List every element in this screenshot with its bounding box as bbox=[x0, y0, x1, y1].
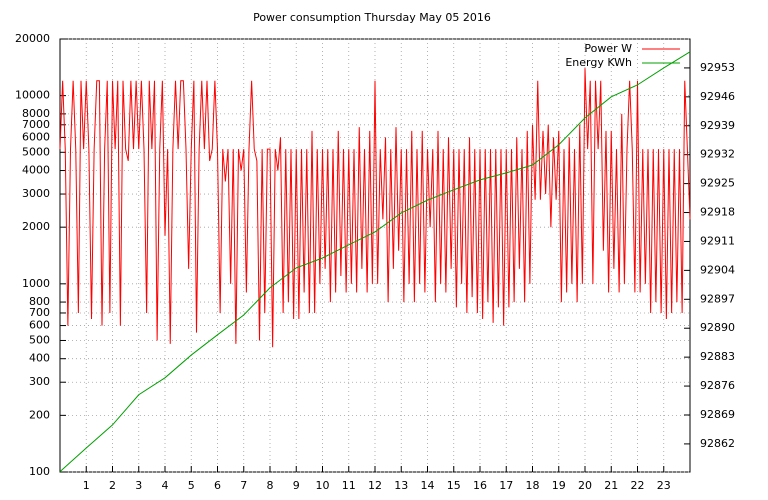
y2-tick-label: 92939 bbox=[700, 119, 735, 132]
y-tick-label: 800 bbox=[29, 295, 50, 308]
x-tick-label: 22 bbox=[631, 479, 645, 492]
y-tick-label: 500 bbox=[29, 333, 50, 346]
y-tick-label: 200 bbox=[29, 408, 50, 421]
series-line bbox=[59, 68, 691, 348]
y2-tick-label: 92911 bbox=[700, 234, 735, 247]
y-tick-label: 4000 bbox=[22, 164, 50, 177]
x-tick-label: 11 bbox=[342, 479, 356, 492]
x-tick-label: 10 bbox=[316, 479, 330, 492]
y-tick-label: 1000 bbox=[22, 277, 50, 290]
y2-tick-label: 92883 bbox=[700, 350, 735, 363]
y-tick-label: 100 bbox=[29, 465, 50, 478]
x-tick-label: 13 bbox=[394, 479, 408, 492]
y-tick-label: 700 bbox=[29, 306, 50, 319]
x-tick-label: 20 bbox=[578, 479, 592, 492]
y-tick-label: 8000 bbox=[22, 107, 50, 120]
x-tick-label: 4 bbox=[162, 479, 169, 492]
x-tick-label: 14 bbox=[421, 479, 435, 492]
y2-tick-label: 92925 bbox=[700, 177, 735, 190]
y2-tick-label: 92946 bbox=[700, 90, 735, 103]
x-tick-label: 17 bbox=[499, 479, 513, 492]
y2-tick-label: 92918 bbox=[700, 206, 735, 219]
x-tick-label: 8 bbox=[267, 479, 274, 492]
x-tick-label: 19 bbox=[552, 479, 566, 492]
y-tick-label: 3000 bbox=[22, 187, 50, 200]
y-tick-label: 7000 bbox=[22, 118, 50, 131]
y-tick-label: 10000 bbox=[15, 89, 50, 102]
x-tick-label: 16 bbox=[473, 479, 487, 492]
y2-tick-label: 92890 bbox=[700, 321, 735, 334]
x-tick-label: 2 bbox=[109, 479, 116, 492]
x-tick-label: 15 bbox=[447, 479, 461, 492]
x-tick-label: 6 bbox=[214, 479, 221, 492]
y-tick-label: 20000 bbox=[15, 32, 50, 45]
y2-tick-label: 92904 bbox=[700, 263, 735, 276]
x-tick-label: 18 bbox=[526, 479, 540, 492]
x-tick-label: 1 bbox=[83, 479, 90, 492]
x-tick-label: 12 bbox=[368, 479, 382, 492]
series-line bbox=[59, 51, 691, 472]
y-tick-label: 300 bbox=[29, 375, 50, 388]
y2-tick-label: 92862 bbox=[700, 437, 735, 450]
y2-tick-label: 92897 bbox=[700, 292, 735, 305]
y2-tick-label: 92876 bbox=[700, 379, 735, 392]
x-tick-label: 23 bbox=[657, 479, 671, 492]
y2-tick-label: 92953 bbox=[700, 61, 735, 74]
x-tick-label: 5 bbox=[188, 479, 195, 492]
legend-label: Power W bbox=[584, 42, 632, 55]
x-tick-label: 3 bbox=[135, 479, 142, 492]
y2-tick-label: 92869 bbox=[700, 408, 735, 421]
x-tick-label: 21 bbox=[604, 479, 618, 492]
chart-title: Power consumption Thursday May 05 2016 bbox=[253, 11, 491, 24]
y-tick-label: 5000 bbox=[22, 145, 50, 158]
x-tick-label: 7 bbox=[240, 479, 247, 492]
y2-tick-label: 92932 bbox=[700, 148, 735, 161]
x-tick-label: 9 bbox=[293, 479, 300, 492]
legend-label: Energy KWh bbox=[565, 56, 632, 69]
y-tick-label: 400 bbox=[29, 352, 50, 365]
y-tick-label: 2000 bbox=[22, 220, 50, 233]
y-tick-label: 600 bbox=[29, 319, 50, 332]
y-tick-label: 6000 bbox=[22, 130, 50, 143]
